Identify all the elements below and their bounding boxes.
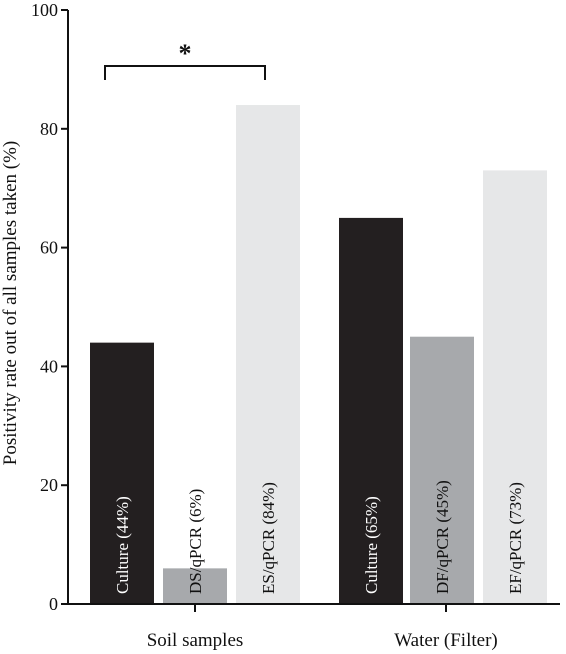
bar-label: EF/qPCR (73%) xyxy=(506,482,525,594)
annotations-layer: * xyxy=(104,39,266,80)
y-tick-label: 60 xyxy=(40,238,58,258)
y-axis-label: Positivity rate out of all samples taken… xyxy=(0,141,21,466)
bar xyxy=(236,105,300,604)
y-tick-label: 0 xyxy=(49,594,58,614)
y-tick-label: 80 xyxy=(40,119,58,139)
group-label: Water (Filter) xyxy=(394,630,497,651)
x-axis: Soil samples Water (Filter) xyxy=(68,603,560,651)
y-tick-label: 100 xyxy=(31,0,58,20)
bar xyxy=(163,568,227,604)
bars-layer: Culture (44%) DS/qPCR (6%) ES/qPCR (84%) Cu… xyxy=(90,105,547,604)
significance-bracket xyxy=(104,65,266,80)
bar-label: Culture (44%) xyxy=(113,496,132,594)
group-label: Soil samples xyxy=(147,630,244,651)
significance-star: * xyxy=(179,39,192,68)
bar-label: DF/qPCR (45%) xyxy=(433,480,452,594)
bar xyxy=(339,217,403,604)
bar xyxy=(90,342,154,604)
bar-label: DS/qPCR (6%) xyxy=(186,489,205,594)
bar-label: Culture (65%) xyxy=(362,496,381,594)
bar-label: ES/qPCR (84%) xyxy=(259,482,278,594)
bar xyxy=(483,170,547,604)
bar xyxy=(410,336,474,604)
y-tick-label: 40 xyxy=(40,356,58,376)
y-axis: 0 20 40 60 80 100 xyxy=(31,0,69,614)
y-tick-label: 20 xyxy=(40,475,58,495)
